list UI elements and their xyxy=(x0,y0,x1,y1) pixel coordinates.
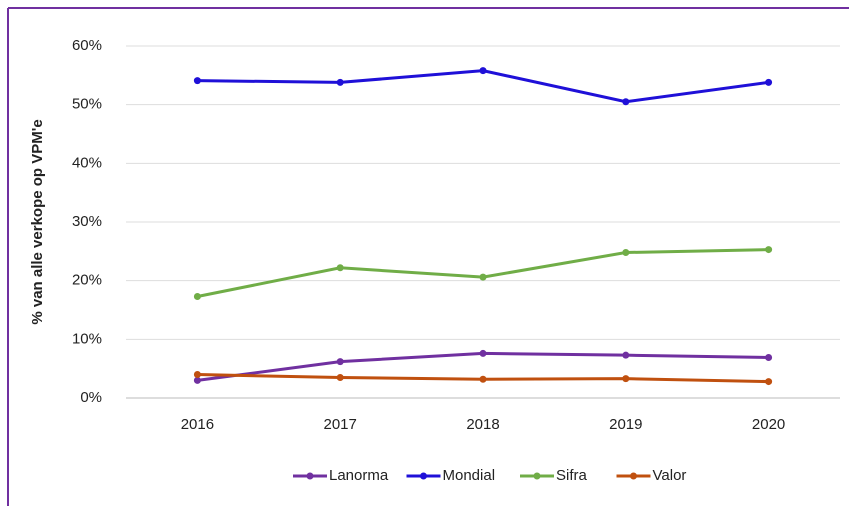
point xyxy=(765,378,773,386)
point xyxy=(622,375,630,383)
point xyxy=(336,78,344,86)
point xyxy=(336,264,344,272)
legend-marker xyxy=(306,472,314,480)
point xyxy=(479,349,487,357)
point xyxy=(765,354,773,362)
series-line xyxy=(197,248,769,298)
point xyxy=(193,371,201,379)
x-tick-label: 2018 xyxy=(466,416,499,433)
point xyxy=(622,249,630,257)
legend-label: Lanorma xyxy=(329,467,389,484)
point xyxy=(765,78,773,86)
legend-marker xyxy=(533,472,541,480)
legend-label: Valor xyxy=(653,467,687,484)
point xyxy=(479,67,487,75)
point xyxy=(622,351,630,359)
x-tick-label: 2017 xyxy=(324,416,357,433)
point xyxy=(622,98,630,106)
x-tick-label: 2016 xyxy=(181,416,214,433)
x-tick-label: 2019 xyxy=(609,416,642,433)
legend-label: Mondial xyxy=(443,467,496,484)
legend-marker xyxy=(630,472,637,480)
point xyxy=(193,376,201,384)
point xyxy=(765,246,773,254)
y-axis-label: % van alle verkope op VPM'e xyxy=(29,119,46,324)
y-tick-label: 0% xyxy=(80,389,102,406)
y-tick-label: 10% xyxy=(72,330,102,347)
point xyxy=(479,273,487,281)
point xyxy=(479,375,487,383)
legend-marker xyxy=(420,472,427,480)
y-tick-label: 50% xyxy=(72,96,102,113)
legend-label: Sifra xyxy=(556,467,588,484)
y-tick-label: 30% xyxy=(72,213,102,230)
point xyxy=(336,373,344,381)
point xyxy=(336,358,344,366)
y-tick-label: 20% xyxy=(72,272,102,289)
y-tick-label: 40% xyxy=(72,154,102,171)
series-line xyxy=(197,69,769,104)
point xyxy=(193,77,201,85)
point xyxy=(193,293,201,301)
x-tick-label: 2020 xyxy=(752,416,785,433)
y-tick-label: 60% xyxy=(72,37,102,54)
